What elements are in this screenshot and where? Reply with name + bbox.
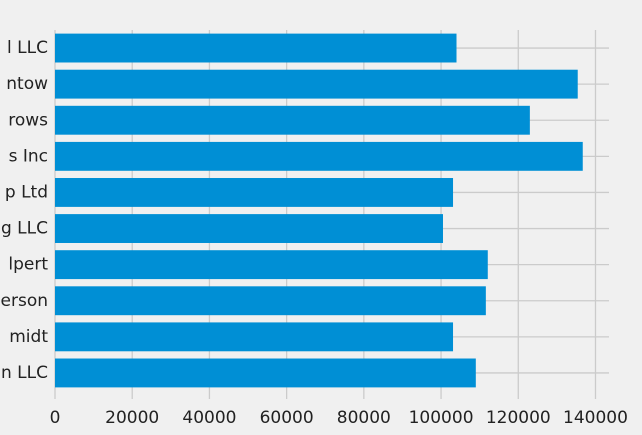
y-tick-label: p Ltd bbox=[5, 182, 48, 202]
x-tick-label: 20000 bbox=[105, 408, 159, 428]
bar bbox=[55, 33, 457, 63]
x-tick-label: 120000 bbox=[486, 408, 551, 428]
y-tick-label: g LLC bbox=[1, 219, 48, 239]
x-tick-label: 80000 bbox=[337, 408, 391, 428]
y-tick-label: s Inc bbox=[9, 146, 48, 166]
bar bbox=[55, 214, 443, 243]
bar bbox=[55, 105, 530, 135]
bar bbox=[55, 141, 583, 171]
x-tick-label: 40000 bbox=[182, 408, 236, 428]
y-tick-label: erson bbox=[1, 291, 48, 311]
x-tick-label: 0 bbox=[50, 408, 61, 428]
y-tick-label: n LLC bbox=[1, 363, 48, 383]
y-tick-label: rows bbox=[8, 110, 48, 130]
y-tick-label: midt bbox=[9, 327, 48, 347]
bar bbox=[55, 69, 578, 99]
bar bbox=[55, 178, 454, 207]
y-tick-label: lpert bbox=[8, 255, 48, 275]
bar bbox=[55, 286, 486, 316]
bar bbox=[55, 358, 476, 388]
bar bbox=[55, 322, 454, 352]
x-tick-label: 100000 bbox=[409, 408, 474, 428]
y-tick-label: ntow bbox=[6, 74, 48, 94]
y-tick-label: l LLC bbox=[7, 38, 48, 58]
x-tick-label: 140000 bbox=[563, 408, 628, 428]
x-tick-label: 60000 bbox=[260, 408, 314, 428]
bar bbox=[55, 250, 488, 280]
